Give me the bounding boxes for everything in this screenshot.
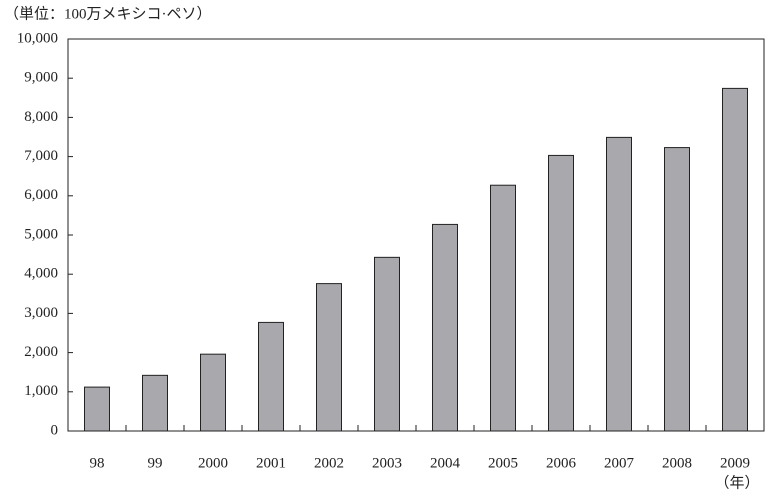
x-tick-label: 2003 <box>372 455 402 471</box>
bar <box>142 374 168 432</box>
y-tick-label: 10,000 <box>17 30 58 46</box>
x-tick-label: 2009 <box>720 455 750 471</box>
y-tick-label: 4,000 <box>24 266 58 282</box>
y-tick-label: 6,000 <box>24 187 58 203</box>
x-axis-label: （年） <box>714 474 759 491</box>
y-tick-label: 8,000 <box>24 109 58 125</box>
x-tick-label: 2002 <box>314 455 344 471</box>
bar <box>606 136 632 432</box>
plot-frame <box>67 38 765 432</box>
x-tick-label: 2006 <box>546 455 577 471</box>
y-tick-label: 7,000 <box>24 148 58 164</box>
bar <box>432 223 458 432</box>
x-tick-label: 2000 <box>198 455 228 471</box>
x-tick-label: 2008 <box>662 455 692 471</box>
bar <box>722 87 748 432</box>
bar <box>490 184 516 432</box>
x-tick-label: 98 <box>90 455 105 471</box>
x-tick-label: 2007 <box>604 455 635 471</box>
bar <box>664 147 690 432</box>
chart-title: （単位：100万メキシコ·ペソ） <box>4 5 212 22</box>
bar <box>548 154 574 432</box>
x-tick-label: 2001 <box>256 455 286 471</box>
bar <box>84 386 110 432</box>
y-tick-label: 2,000 <box>24 344 58 360</box>
x-tick-label: 2004 <box>430 455 461 471</box>
y-tick-label: 9,000 <box>24 70 58 86</box>
bar <box>258 321 284 432</box>
x-tick-label: 99 <box>148 455 163 471</box>
y-tick-label: 5,000 <box>24 226 58 242</box>
bar <box>374 256 400 432</box>
y-tick-label: 0 <box>51 422 59 438</box>
bar <box>200 353 226 432</box>
y-tick-label: 3,000 <box>24 305 58 321</box>
y-tick-label: 1,000 <box>24 383 58 399</box>
x-tick-label: 2005 <box>488 455 518 471</box>
bar <box>316 283 342 432</box>
